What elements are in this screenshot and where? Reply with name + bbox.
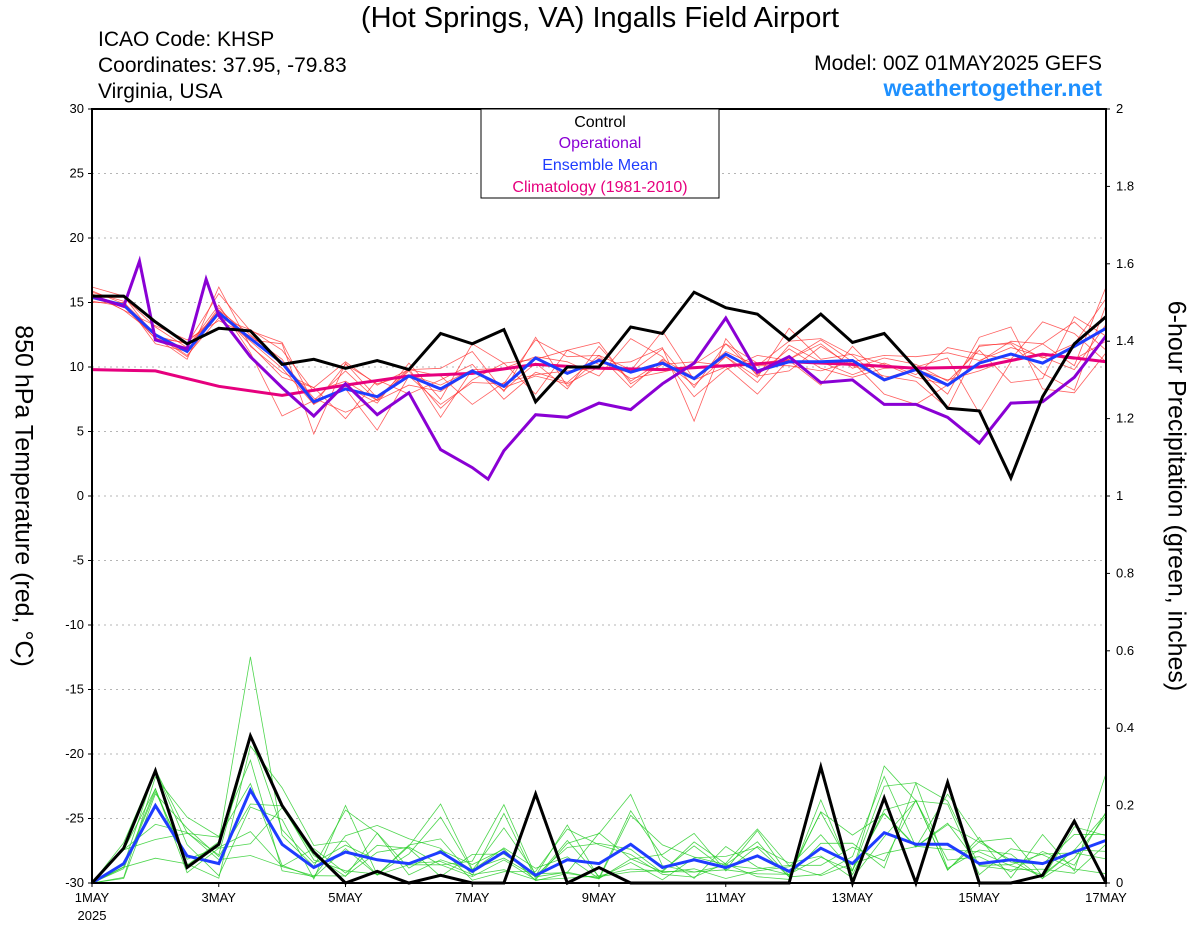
y-left-tick-label: 30 [70,101,84,116]
y-right-tick-label: 0.8 [1116,565,1134,580]
y-left-tick-label: -5 [72,553,84,568]
x-tick-label: 9MAY [582,890,617,905]
y-left-tick-label: -15 [65,682,84,697]
y-left-axis-label: 850 hPa Temperature (red, °C) [9,325,37,667]
y-left-tick-label: 20 [70,230,84,245]
y-left-tick-label: -30 [65,875,84,890]
x-tick-label: 1MAY [75,890,110,905]
temp-member-line-1 [91,286,1107,405]
y-left-tick-label: 5 [77,424,84,439]
y-right-tick-label: 0.4 [1116,720,1134,735]
chart-title: (Hot Springs, VA) Ingalls Field Airport [360,2,840,34]
model-run: Model: 00Z 01MAY2025 GEFS [814,52,1102,75]
x-tick-label: 3MAY [202,890,237,905]
region: Virginia, USA [98,80,223,103]
precip-member-line-3 [91,758,1107,884]
x-tick-label: 15MAY [958,890,1000,905]
y-left-tick-label: 15 [70,295,84,310]
control-precip-line [90,731,1108,888]
plot-frame [91,108,1107,884]
y-right-tick-label: 1.2 [1116,411,1134,426]
precip-member-line-8 [91,790,1107,884]
x-tick-sublabel: 2025 [78,908,107,923]
y-right-tick-label: 1 [1116,488,1123,503]
series-lines [90,255,1108,888]
legend: Control Operational Ensemble Mean Climat… [480,108,720,199]
y-right-tick-label: 1.4 [1116,333,1134,348]
coordinates: Coordinates: 37.95, -79.83 [98,54,347,77]
y-left-tick-label: -10 [65,617,84,632]
legend-control: Control [574,114,626,131]
x-tick-label: 7MAY [455,890,490,905]
x-tick-label: 11MAY [705,890,746,905]
y-right-axis-label: 6-hour Precipitation (green, inches) [1162,301,1190,691]
site-link[interactable]: weathertogether.net [883,75,1102,101]
y-left-tick-label: 10 [70,359,84,374]
y-left-tick-label: -20 [65,746,84,761]
y-right-tick-label: 0.6 [1116,643,1134,658]
y-left-tick-label: 25 [70,166,84,181]
axis-ticks: -30-25-20-15-10-505101520253000.20.40.60… [65,101,1134,923]
y-right-tick-label: 2 [1116,101,1123,116]
x-tick-label: 13MAY [832,890,874,905]
y-left-tick-label: -25 [65,811,84,826]
y-left-tick-label: 0 [77,488,84,503]
temp-member-line-4 [91,291,1107,436]
legend-operational: Operational [559,135,642,152]
mean-temp-line [91,295,1107,404]
temp-member-line-7 [91,294,1107,420]
x-tick-label: 5MAY [328,890,363,905]
control-temp-line [92,290,1107,482]
legend-climatology: Climatology (1981-2010) [512,179,687,196]
legend-box [480,108,720,199]
x-tick-label: 17MAY [1085,890,1127,905]
icao-code: ICAO Code: KHSP [98,28,275,51]
precip-member-line-7 [91,765,1107,884]
temp-member-line-8 [91,300,1107,406]
y-right-tick-label: 0 [1116,875,1123,890]
y-right-tick-label: 0.2 [1116,798,1134,813]
legend-ensemble-mean: Ensemble Mean [542,157,658,174]
gridlines [92,173,1106,819]
operational-temp-line [91,255,1108,482]
y-right-tick-label: 1.6 [1116,256,1134,271]
mean-precip-line [91,786,1107,885]
temp-member-line-0 [91,290,1107,417]
y-right-tick-label: 1.8 [1116,178,1134,193]
